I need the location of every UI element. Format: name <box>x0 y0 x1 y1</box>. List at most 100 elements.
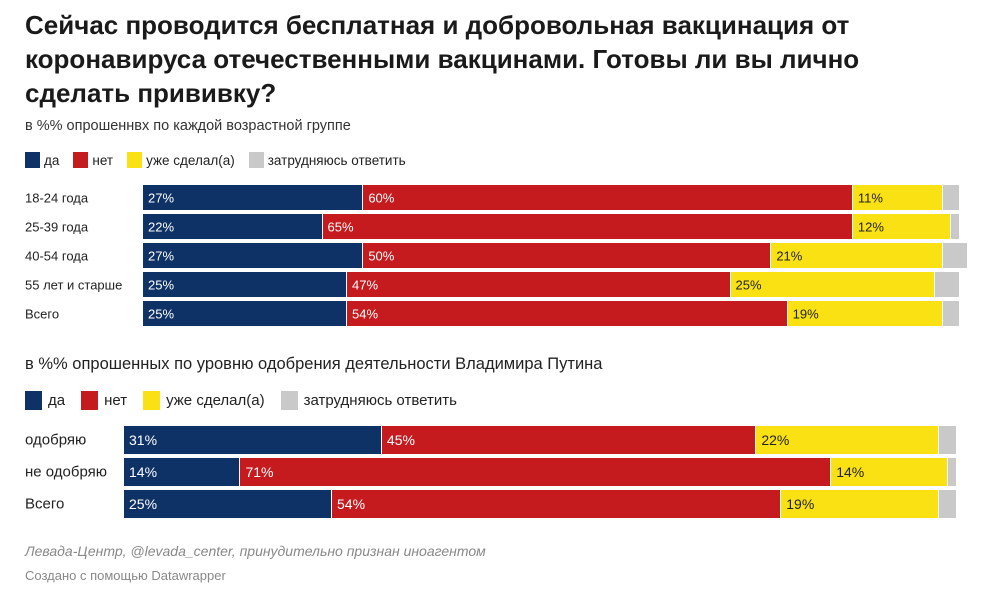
data-label: 14% <box>129 464 158 480</box>
legend-label-yes: да <box>48 392 66 409</box>
bar-segment: 50% <box>363 243 772 268</box>
data-label: 22% <box>761 432 790 448</box>
data-label: 54% <box>352 306 379 321</box>
legend-label-unsure: затрудняюсь ответить <box>267 152 406 168</box>
legend-label-yes: да <box>44 152 60 168</box>
bar-segment: 22% <box>756 426 940 454</box>
bar-segment: 25% <box>143 301 347 326</box>
bar-segment: 25% <box>124 490 332 518</box>
bar-segment: 71% <box>240 458 832 486</box>
data-label: 27% <box>148 190 175 205</box>
bar-segment: 19% <box>781 490 940 518</box>
bar-segment <box>939 426 956 454</box>
legend-swatch-done <box>143 391 161 410</box>
data-label: 31% <box>129 432 158 448</box>
row-label: Всего <box>25 495 65 513</box>
source-note: Левада-Центр, @levada_center, принудител… <box>25 543 486 559</box>
row-label: Всего <box>25 306 60 321</box>
legend-item-done: уже сделал(а) <box>143 391 265 410</box>
bar-segment: 45% <box>381 426 757 454</box>
legend-item-unsure: затрудняюсь ответить <box>248 152 406 168</box>
data-label: 12% <box>857 219 884 234</box>
age-chart-subtitle: в %% опрошеннвх по каждой возрастной гру… <box>25 118 351 134</box>
legend-label-unsure: затрудняюсь ответить <box>303 392 457 409</box>
legend-item-done: уже сделал(а) <box>127 152 235 168</box>
legend-swatch-yes <box>25 391 42 410</box>
legend-swatch-yes <box>25 152 40 168</box>
stacked-bar: 14% 71% 14% <box>124 458 956 486</box>
data-label: 19% <box>792 306 819 321</box>
bar-segment: 11% <box>852 185 943 210</box>
bar-segment: 14% <box>831 458 948 486</box>
stacked-bar: 27% 60% 11% <box>143 185 959 210</box>
chart-title: Сейчас проводится бесплатная и доброволь… <box>25 10 860 108</box>
legend-label-no: нет <box>92 152 114 168</box>
bar-segment <box>942 301 959 326</box>
bar-segment: 14% <box>124 458 241 486</box>
legend-label-done: уже сделал(а) <box>166 392 265 409</box>
data-label: 54% <box>337 496 366 512</box>
row-label: 25-39 года <box>25 219 89 234</box>
bar-segment: 54% <box>332 490 782 518</box>
bar-segment: 25% <box>143 272 347 297</box>
row-label: одобряю <box>25 431 87 449</box>
legend-swatch-no <box>73 152 89 168</box>
data-label: 25% <box>129 496 158 512</box>
stacked-bar: 25% 54% 19% <box>143 301 959 326</box>
bar-segment: 22% <box>143 214 323 239</box>
approval-chart-subtitle: в %% опрошенных по уровню одобрения деят… <box>25 355 603 373</box>
legend-label-done: уже сделал(а) <box>146 152 235 168</box>
data-label: 25% <box>148 277 175 292</box>
row-label: 40-54 года <box>25 248 89 263</box>
legend-label-no: нет <box>104 392 128 409</box>
bar-segment: 47% <box>347 272 731 297</box>
bar-segment: 12% <box>852 214 951 239</box>
data-label: 50% <box>368 248 395 263</box>
data-label: 25% <box>148 306 175 321</box>
data-label: 21% <box>776 248 803 263</box>
data-label: 71% <box>245 464 274 480</box>
bar-segment <box>947 458 956 486</box>
legend-item-unsure: затрудняюсь ответить <box>280 391 457 410</box>
legend-swatch-no <box>81 391 99 410</box>
data-label: 25% <box>735 277 762 292</box>
bar-segment: 60% <box>363 185 853 210</box>
row-label: не одобряю <box>25 463 108 481</box>
bar-segment: 54% <box>347 301 788 326</box>
data-label: 45% <box>386 432 415 448</box>
data-label: 14% <box>836 464 865 480</box>
row-label: 18-24 года <box>25 190 89 205</box>
stacked-bar: 25% 47% 25% <box>143 272 959 297</box>
bar-segment: 21% <box>771 243 943 268</box>
data-label: 22% <box>148 219 175 234</box>
bar-segment <box>939 490 956 518</box>
stacked-bar: 27% 50% 21% <box>143 243 968 268</box>
data-label: 65% <box>327 219 354 234</box>
bar-segment <box>942 185 959 210</box>
bar-segment: 19% <box>787 301 943 326</box>
stacked-bar: 22% 65% 12% <box>143 214 959 239</box>
data-label: 60% <box>368 190 395 205</box>
credit-note: Создано с помощью Datawrapper <box>25 568 226 583</box>
legend-item-yes: да <box>25 152 59 168</box>
bar-segment: 25% <box>730 272 935 297</box>
data-label: 11% <box>857 190 883 205</box>
data-label: 47% <box>352 277 379 292</box>
legend-swatch-unsure <box>248 152 264 168</box>
bar-segment: 27% <box>143 243 364 268</box>
legend-item-no: нет <box>73 152 113 168</box>
legend-swatch-unsure <box>280 391 298 410</box>
legend-item-no: нет <box>81 391 127 410</box>
bar-segment: 27% <box>143 185 364 210</box>
data-label: 27% <box>148 248 175 263</box>
bar-segment: 31% <box>124 426 382 454</box>
legend-item-yes: да <box>25 391 65 410</box>
stacked-bar: 31% 45% 22% <box>124 426 956 454</box>
approval-chart-legend: да нет уже сделал(а) затрудняюсь ответит… <box>25 391 473 410</box>
bar-segment <box>950 214 959 239</box>
stacked-bar: 25% 54% 19% <box>124 490 956 518</box>
data-label: 19% <box>786 496 815 512</box>
legend-swatch-done <box>127 152 143 168</box>
age-chart-legend: да нет уже сделал(а) затрудняюсь ответит… <box>25 152 420 168</box>
row-label: 55 лет и старше <box>25 277 123 292</box>
